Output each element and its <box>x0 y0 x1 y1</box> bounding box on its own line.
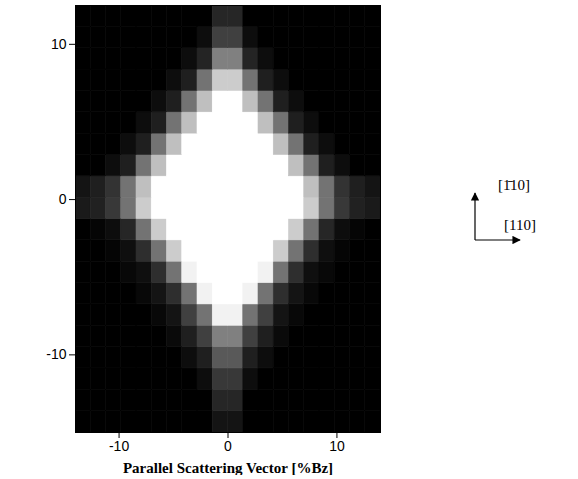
svg-text:0: 0 <box>224 438 232 454</box>
svg-text:0: 0 <box>59 191 67 207</box>
svg-text:10: 10 <box>329 438 345 454</box>
svg-text:Parallel Scattering Vector [%B: Parallel Scattering Vector [%Bz] <box>123 460 333 476</box>
svg-text:[1̄10]: [1̄10] <box>498 177 530 193</box>
svg-text:-10: -10 <box>46 346 66 362</box>
svg-text:[110]: [110] <box>504 217 536 233</box>
svg-text:-10: -10 <box>109 438 129 454</box>
svg-text:10: 10 <box>51 36 67 52</box>
